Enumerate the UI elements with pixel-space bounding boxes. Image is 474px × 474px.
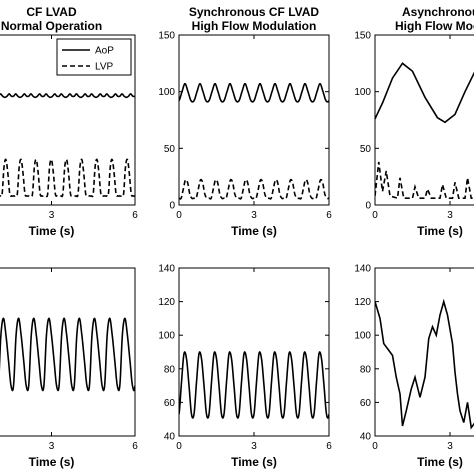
series-line-aop: [375, 62, 474, 124]
x-tick-label: 6: [132, 210, 138, 221]
panel-title-line: Synchronous CF LVAD: [189, 5, 320, 19]
panel-6: 40 60 80 100 120 140 0 3 Time (s): [354, 264, 474, 469]
x-tick-label: 6: [132, 441, 138, 452]
panel-title-line: CF LVAD: [26, 5, 77, 19]
series-line-aop: [179, 82, 329, 103]
y-tick-label: 50: [164, 144, 176, 155]
x-tick-label: 6: [326, 441, 332, 452]
x-tick-label: 3: [447, 441, 453, 452]
panel-title-line: Normal Operation: [1, 19, 102, 33]
y-tick-label: 100: [354, 87, 371, 98]
y-tick-label: 50: [360, 144, 372, 155]
y-tick-label: 0: [169, 201, 175, 212]
series-line-lvp: [375, 161, 474, 200]
x-axis-label: Time (s): [29, 224, 75, 238]
x-axis-label: Time (s): [417, 224, 463, 238]
series-line-lvp: [179, 178, 329, 200]
x-tick-label: 0: [372, 441, 378, 452]
panel-title-line: High Flow Modulation: [192, 19, 317, 33]
y-tick-label: 100: [158, 87, 175, 98]
y-tick-label: 80: [360, 364, 372, 375]
panel-title-line: High Flow Modulati: [395, 19, 474, 33]
y-tick-label: 100: [158, 331, 175, 342]
y-tick-label: 150: [158, 31, 175, 42]
panel-5: 40 60 80 100 120 140 0 3 6 Time (s): [158, 264, 332, 470]
series-line-aop: [0, 93, 135, 99]
y-tick-label: 140: [354, 264, 371, 275]
y-tick-label: 40: [360, 432, 372, 443]
panel-title-line: Asynchronous C: [402, 5, 474, 19]
y-tick-label: 40: [164, 432, 176, 443]
x-tick-label: 0: [176, 441, 182, 452]
y-tick-label: 100: [354, 331, 371, 342]
series-line-pressure: [375, 298, 474, 430]
series-line-pressure: [0, 317, 135, 392]
y-tick-label: 140: [158, 264, 175, 275]
y-tick-label: 120: [158, 297, 175, 308]
legend-entry: AoP: [95, 46, 114, 57]
x-axis-label: Time (s): [417, 455, 463, 469]
x-axis-label: Time (s): [231, 224, 277, 238]
axes-frame: [374, 34, 474, 206]
x-tick-label: 3: [49, 210, 55, 221]
x-axis-label: Time (s): [231, 455, 277, 469]
y-tick-label: 80: [164, 364, 176, 375]
x-tick-label: 3: [447, 210, 453, 221]
y-tick-label: 0: [365, 201, 371, 212]
panel-2: 0 50 100 150 0 3 6 Time (s) Synchronous CF LVADH…: [158, 5, 332, 238]
panel-3: 0 50 100 150 0 3 Time (s) Asynchronous CHigh Fl…: [354, 5, 474, 238]
y-tick-label: 150: [354, 31, 371, 42]
x-axis-label: Time (s): [29, 455, 75, 469]
legend: AoP LVP: [56, 38, 132, 76]
legend-entry: LVP: [95, 62, 113, 73]
y-tick-label: 60: [360, 398, 372, 409]
series-line-pressure: [179, 351, 329, 419]
x-tick-label: 6: [326, 210, 332, 221]
x-tick-label: 3: [251, 210, 257, 221]
x-tick-label: 0: [372, 210, 378, 221]
x-tick-label: 3: [251, 441, 257, 452]
x-tick-label: 0: [176, 210, 182, 221]
panel-4: 3 6 Time (s): [0, 267, 138, 469]
series-line-lvp: [0, 158, 135, 198]
legend-box: [56, 38, 132, 76]
y-tick-label: 120: [354, 297, 371, 308]
x-tick-label: 3: [49, 441, 55, 452]
y-tick-label: 60: [164, 398, 176, 409]
